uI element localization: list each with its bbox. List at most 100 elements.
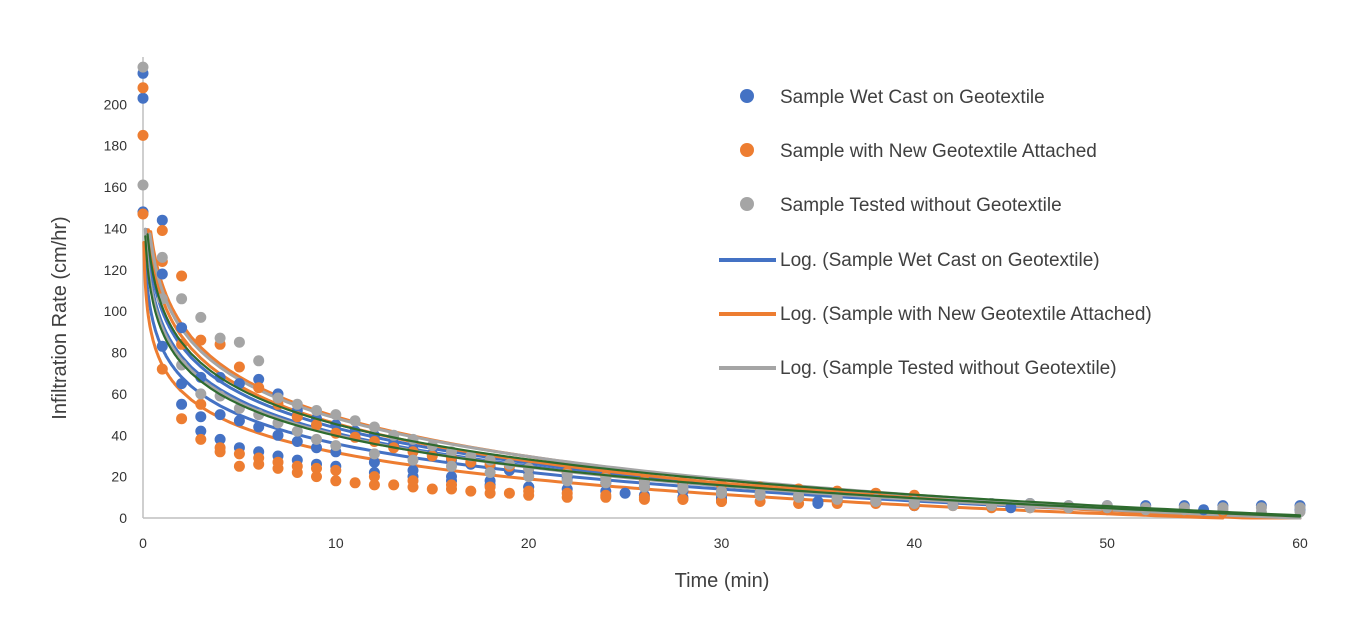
- data-point-1-1-9: [311, 471, 322, 483]
- data-point-1-0-3: [195, 334, 207, 346]
- data-point-2-0-18: [484, 454, 496, 466]
- data-point-2-0-12: [368, 421, 380, 433]
- data-point-1-0-1: [156, 225, 168, 236]
- data-point-0-0-1: [156, 214, 168, 226]
- data-point-2-1-19: [677, 483, 689, 495]
- data-point-2-0-4: [214, 332, 226, 344]
- data-point-1-2-19: [677, 493, 689, 505]
- data-point-1-2-9: [311, 462, 322, 474]
- data-point-2-1-26: [947, 500, 959, 512]
- y-tick-label: 160: [104, 179, 128, 195]
- y-tick-label: 180: [104, 138, 128, 154]
- y-tick-label: 60: [111, 386, 127, 402]
- data-point-1-1-11: [349, 477, 361, 489]
- data-point-0-1-11: [368, 456, 380, 468]
- data-point-0-1-9: [311, 442, 322, 454]
- data-point-2-1-10: [330, 440, 342, 452]
- overlay-trendline-6-1: [144, 235, 1302, 518]
- data-point-2-0-8: [291, 398, 303, 410]
- data-point-0-1-1: [156, 268, 168, 280]
- y-tick-label: 20: [111, 469, 127, 485]
- data-point-2-1-18: [638, 481, 650, 493]
- data-point-1-2-6: [253, 452, 265, 464]
- y-tick-label: 100: [104, 303, 128, 319]
- data-point-2-1-20: [716, 487, 727, 499]
- data-point-0-2-3: [195, 425, 207, 437]
- data-point-0-0-6: [253, 373, 265, 385]
- legend-marker-1: [740, 143, 754, 157]
- data-point-2-1-12: [407, 454, 419, 466]
- data-point-1-2-11: [368, 471, 380, 483]
- data-point-0-2-4: [214, 433, 226, 445]
- x-tick-label: 50: [1099, 535, 1115, 551]
- data-point-1-2-14: [484, 481, 496, 493]
- data-point-1-2-16: [561, 487, 573, 499]
- data-point-0-1-23: [1005, 502, 1017, 514]
- data-point-2-1-3: [195, 388, 207, 400]
- data-point-2-1-24: [870, 496, 882, 507]
- legend-item-1: Sample with New Geotextile Attached: [740, 141, 1097, 162]
- data-point-2-0-2: [176, 293, 188, 305]
- data-point-1-0-15: [426, 450, 438, 462]
- data-point-2-0-9: [311, 405, 322, 416]
- tick-labels: 0 20 40 60 80 100 120 140 160 180 200 0 10 20 30 40 50 60: [104, 96, 1308, 551]
- data-point-1-2-20: [716, 496, 727, 507]
- data-point-2-1-15: [523, 471, 535, 483]
- data-point-2-1-17: [600, 477, 612, 489]
- legend: Sample Wet Cast on Geotextile Sample with…: [719, 87, 1152, 379]
- data-point-1-2-10: [330, 464, 342, 476]
- data-point-1-2-0: [137, 129, 149, 141]
- x-tick-label: 20: [521, 535, 537, 551]
- overlay-trendline-6-0: [146, 233, 1302, 517]
- data-point-1-1-19: [503, 487, 515, 499]
- data-point-0-2-18: [812, 496, 824, 507]
- data-point-2-1-2: [176, 359, 188, 371]
- data-point-1-1-5: [233, 460, 245, 472]
- data-point-2-1-21: [754, 489, 766, 501]
- legend-marker-2: [740, 197, 754, 211]
- data-point-2-0-14: [407, 433, 419, 445]
- data-point-1-0-2: [176, 270, 188, 282]
- legend-label-2: Sample Tested without Geotextile: [780, 195, 1062, 216]
- legend-marker-0: [740, 89, 754, 103]
- data-point-0-2-2: [176, 398, 188, 410]
- x-tick-label: 30: [714, 535, 730, 551]
- data-point-1-2-5: [233, 448, 245, 460]
- data-point-0-1-7: [272, 429, 284, 441]
- legend-label-1: Sample with New Geotextile Attached: [780, 141, 1097, 162]
- data-point-0-2-0: [137, 92, 149, 104]
- data-point-1-1-13: [388, 479, 400, 491]
- data-point-2-0-3: [195, 311, 207, 323]
- data-point-1-2-1: [156, 363, 168, 375]
- data-point-1-2-4: [214, 442, 226, 454]
- data-point-1-0-9: [311, 419, 322, 431]
- legend-item-3: Log. (Sample Wet Cast on Geotextile): [719, 250, 1100, 271]
- overlay-layer: [144, 233, 1302, 518]
- legend-item-2: Sample Tested without Geotextile: [740, 195, 1062, 216]
- x-tick-label: 10: [328, 535, 344, 551]
- trendline-5-0: [148, 232, 1302, 519]
- legend-label-3: Log. (Sample Wet Cast on Geotextile): [780, 250, 1100, 271]
- data-point-1-2-3: [195, 433, 207, 445]
- data-point-2-0-7: [272, 392, 284, 404]
- data-point-0-1-3: [195, 411, 207, 423]
- data-point-0-0-2: [176, 322, 188, 334]
- data-point-0-1-5: [233, 415, 245, 427]
- x-tick-label: 0: [139, 535, 147, 551]
- y-tick-label: 40: [111, 427, 127, 443]
- legend-label-5: Log. (Sample Tested without Geotextile): [780, 358, 1117, 379]
- y-tick-label: 120: [104, 262, 128, 278]
- legend-item-5: Log. (Sample Tested without Geotextile): [719, 358, 1117, 379]
- data-point-1-0-5: [233, 361, 245, 373]
- data-point-0-1-4: [214, 409, 226, 421]
- data-point-2-1-23: [831, 493, 843, 505]
- data-point-0-1-8: [291, 436, 303, 447]
- x-axis-title: Time (min): [675, 570, 770, 592]
- x-tick-label: 40: [907, 535, 923, 551]
- trendline-4-1: [149, 230, 1302, 520]
- y-tick-label: 80: [111, 345, 127, 361]
- data-point-1-2-15: [523, 485, 535, 497]
- y-axis-title: Infiltration Rate (cm/hr): [49, 216, 71, 419]
